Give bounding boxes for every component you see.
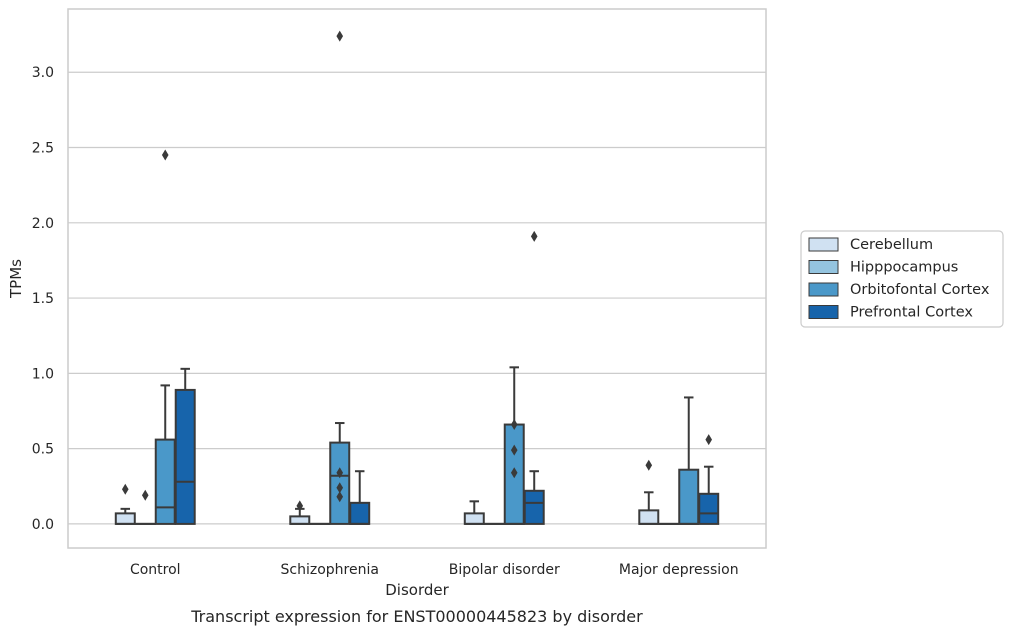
outlier-point <box>645 459 653 471</box>
legend-swatch <box>808 305 839 319</box>
x-tick-label: Bipolar disorder <box>449 562 560 578</box>
box-cerebellum-bipolar-disorder <box>463 500 485 525</box>
y-tick-label: 0.5 <box>32 442 54 458</box>
plot-area <box>114 30 720 525</box>
outlier-point <box>141 489 149 501</box>
box-hipppocampus-control <box>134 489 156 525</box>
legend-item: Hipppocampus <box>808 260 958 276</box>
legend: Cerebellum Hipppocampus Orbitofontal Corte… <box>800 230 1004 328</box>
box-cerebellum-major-depression <box>638 459 660 525</box>
legend-item: Prefrontal Cortex <box>808 305 973 321</box>
box-body <box>289 515 311 525</box>
box-prefrontal-cortex-major-depression <box>698 434 720 525</box>
legend-item: Cerebellum <box>808 237 933 253</box>
y-tick-label: 3.0 <box>32 65 54 81</box>
y-tick-label: 1.0 <box>32 366 54 382</box>
box-cerebellum-control <box>114 483 136 525</box>
legend-item: Orbitofontal Cortex <box>808 282 990 298</box>
box-body <box>638 509 660 525</box>
box-prefrontal-cortex-control <box>174 367 196 525</box>
x-tick-label: Control <box>130 562 181 578</box>
legend-frame <box>800 230 1004 328</box>
box-body <box>678 468 700 525</box>
x-axis: Control Schizophrenia Bipolar disorder Majo… <box>130 562 739 578</box>
outlier-point <box>161 149 169 161</box>
y-tick-label: 0.0 <box>32 517 54 533</box>
x-tick-label: Schizophrenia <box>281 562 379 578</box>
legend-swatch <box>808 237 839 252</box>
box-body <box>523 489 545 525</box>
outlier-point <box>705 434 713 446</box>
y-axis: 0.0 0.5 1.0 1.5 2.0 2.5 3.0 <box>32 65 54 533</box>
box-body <box>174 388 196 525</box>
y-tick-label: 1.5 <box>32 291 54 307</box>
legend-label: Orbitofontal Cortex <box>850 282 990 298</box>
outlier-point <box>510 467 518 479</box>
box-body <box>463 512 485 525</box>
legend-label: Cerebellum <box>850 237 933 253</box>
box-body <box>698 492 720 525</box>
box-cerebellum-schizophrenia <box>289 500 311 525</box>
legend-swatch <box>808 282 839 297</box>
box-body <box>114 512 136 525</box>
box-body <box>154 438 176 525</box>
outlier-point <box>530 230 538 242</box>
legend-label: Prefrontal Cortex <box>850 305 973 321</box>
box-prefrontal-cortex-bipolar-disorder <box>523 230 545 525</box>
box-orbitofontal-cortex-major-depression <box>678 396 700 525</box>
outlier-point <box>510 419 518 431</box>
x-tick-label: Major depression <box>619 562 739 578</box>
y-axis-title: TPMs <box>7 259 25 299</box>
y-tick-label: 2.5 <box>32 141 54 157</box>
outlier-point <box>121 483 129 495</box>
plot-frame <box>67 8 767 549</box>
legend-label: Hipppocampus <box>850 260 958 276</box>
x-axis-title: Disorder <box>385 581 449 599</box>
box-body <box>349 501 371 525</box>
chart-caption: Transcript expression for ENST0000044582… <box>190 607 643 626</box>
box-orbitofontal-cortex-control <box>154 149 176 525</box>
outlier-point <box>336 491 344 503</box>
y-tick-label: 2.0 <box>32 216 54 232</box>
outlier-point <box>336 30 344 42</box>
legend-swatch <box>808 260 839 274</box>
box-orbitofontal-cortex-bipolar-disorder <box>503 366 525 525</box>
outlier-point <box>336 467 344 479</box>
box-orbitofontal-cortex-schizophrenia <box>329 30 351 525</box>
box-prefrontal-cortex-schizophrenia <box>349 470 371 525</box>
outlier-point <box>510 444 518 456</box>
outlier-point <box>336 482 344 494</box>
outlier-point <box>296 500 304 512</box>
